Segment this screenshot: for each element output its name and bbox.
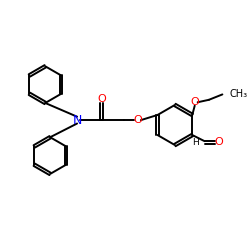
Text: O: O — [190, 97, 199, 107]
Text: N: N — [72, 114, 82, 126]
Text: O: O — [133, 115, 142, 125]
Text: O: O — [214, 137, 223, 147]
Text: CH₃: CH₃ — [229, 90, 247, 100]
Text: H: H — [192, 138, 199, 147]
Text: O: O — [97, 94, 106, 104]
